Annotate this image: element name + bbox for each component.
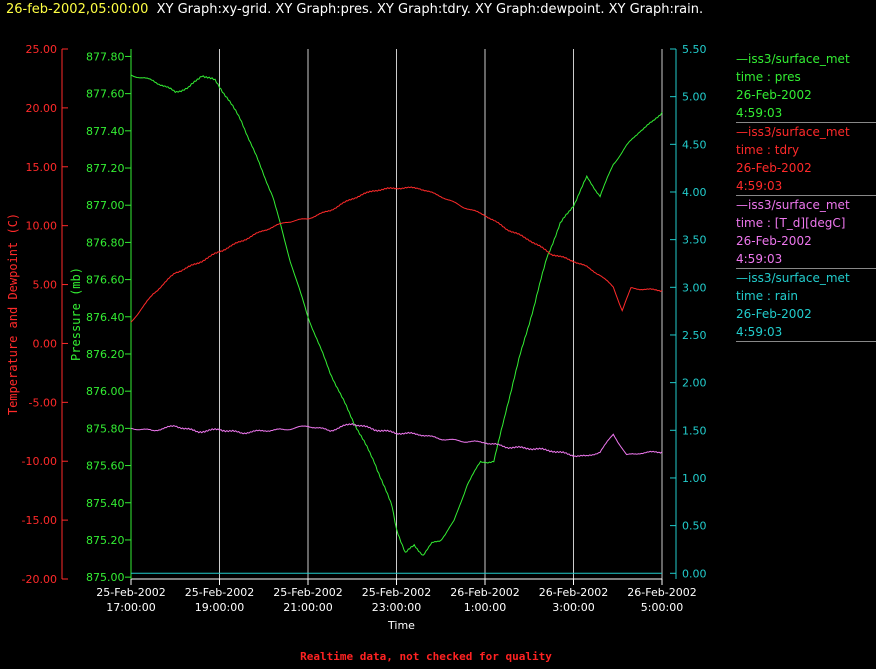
rain-tick-label: 4.00 bbox=[682, 186, 707, 199]
pressure-tick-label: 876.80 bbox=[86, 236, 125, 249]
temperature-tick-label: -10.00 bbox=[22, 455, 57, 468]
temperature-tick-label: -15.00 bbox=[22, 514, 57, 527]
legend-date: 26-Feb-2002 bbox=[736, 161, 812, 175]
temperature-series bbox=[130, 186, 663, 323]
legend-station: —iss3/surface_met bbox=[736, 52, 850, 66]
x-tick-time: 17:00:00 bbox=[106, 601, 155, 614]
pressure-tick-label: 877.00 bbox=[86, 199, 125, 212]
x-tick-date: 25-Feb-2002 bbox=[362, 586, 431, 599]
rain-tick-label: 5.50 bbox=[682, 43, 707, 56]
legend-time: 4:59:03 bbox=[736, 179, 783, 193]
rain-tick-label: 0.00 bbox=[682, 567, 707, 580]
x-tick-date: 25-Feb-2002 bbox=[96, 586, 165, 599]
rain-tick-label: 1.00 bbox=[682, 472, 707, 485]
x-tick-date: 26-Feb-2002 bbox=[627, 586, 696, 599]
window-title: 26-feb-2002,05:00:00 XY Graph:xy-grid. X… bbox=[6, 2, 703, 17]
legend-date: 26-Feb-2002 bbox=[736, 234, 812, 248]
temperature-tick-label: 25.00 bbox=[26, 43, 58, 56]
legend-station: —iss3/surface_met bbox=[736, 125, 850, 139]
x-tick-date: 25-Feb-2002 bbox=[185, 586, 254, 599]
pressure-tick-label: 876.60 bbox=[86, 274, 125, 287]
legend-time: 4:59:03 bbox=[736, 252, 783, 266]
temperature-tick-label: 0.00 bbox=[33, 337, 58, 350]
x-tick-time: 1:00:00 bbox=[464, 601, 506, 614]
dewpoint-series bbox=[130, 422, 663, 458]
x-tick-time: 23:00:00 bbox=[372, 601, 421, 614]
legend-station: —iss3/surface_met bbox=[736, 198, 850, 212]
temperature-axis-title: Temperature and Dewpoint (C) bbox=[6, 213, 20, 415]
legend-field: time : tdry bbox=[736, 143, 800, 157]
pressure-tick-label: 875.40 bbox=[86, 497, 125, 510]
x-tick-date: 26-Feb-2002 bbox=[539, 586, 608, 599]
pressure-tick-label: 877.20 bbox=[86, 162, 125, 175]
x-tick-time: 19:00:00 bbox=[195, 601, 244, 614]
rain-tick-label: 4.50 bbox=[682, 138, 707, 151]
legend-date: 26-Feb-2002 bbox=[736, 88, 812, 102]
x-axis-label: Time bbox=[387, 619, 415, 632]
pressure-axis-title: Pressure (mb) bbox=[69, 267, 83, 361]
rain-tick-label: 0.50 bbox=[682, 520, 707, 533]
rain-tick-label: 3.00 bbox=[682, 281, 707, 294]
quality-notice: Realtime data, not checked for quality bbox=[300, 650, 552, 663]
pressure-tick-label: 877.60 bbox=[86, 88, 125, 101]
x-tick-date: 25-Feb-2002 bbox=[273, 586, 342, 599]
temperature-tick-label: -20.00 bbox=[22, 573, 57, 586]
legend: —iss3/surface_met time : pres 26-Feb-2002 4… bbox=[736, 50, 876, 342]
pressure-tick-label: 875.80 bbox=[86, 422, 125, 435]
pressure-tick-label: 876.40 bbox=[86, 311, 125, 324]
pressure-tick-label: 877.80 bbox=[86, 50, 125, 63]
title-date: 26-feb-2002,05:00:00 bbox=[6, 2, 149, 17]
temperature-tick-label: 5.00 bbox=[33, 279, 58, 292]
x-tick-time: 21:00:00 bbox=[283, 601, 332, 614]
x-tick-date: 26-Feb-2002 bbox=[450, 586, 519, 599]
legend-time: 4:59:03 bbox=[736, 325, 783, 339]
title-description: XY Graph:xy-grid. XY Graph:pres. XY Grap… bbox=[156, 2, 704, 17]
legend-field: time : rain bbox=[736, 289, 799, 303]
rain-tick-label: 2.00 bbox=[682, 377, 707, 390]
rain-tick-label: 3.50 bbox=[682, 234, 707, 247]
legend-divider bbox=[736, 341, 876, 342]
rain-tick-label: 1.50 bbox=[682, 424, 707, 437]
pressure-series bbox=[130, 74, 663, 556]
pressure-tick-label: 877.40 bbox=[86, 125, 125, 138]
temperature-tick-label: 20.00 bbox=[26, 102, 58, 115]
pressure-tick-label: 875.60 bbox=[86, 460, 125, 473]
rain-tick-label: 5.00 bbox=[682, 91, 707, 104]
x-tick-time: 5:00:00 bbox=[641, 601, 683, 614]
legend-field: time : pres bbox=[736, 70, 801, 84]
legend-station: —iss3/surface_met bbox=[736, 271, 850, 285]
temperature-tick-label: 10.00 bbox=[26, 220, 58, 233]
x-tick-time: 3:00:00 bbox=[552, 601, 594, 614]
pressure-tick-label: 876.20 bbox=[86, 348, 125, 361]
temperature-tick-label: -5.00 bbox=[29, 396, 57, 409]
legend-date: 26-Feb-2002 bbox=[736, 307, 812, 321]
temperature-tick-label: 15.00 bbox=[26, 161, 58, 174]
legend-field: time : [T_d][degC] bbox=[736, 216, 846, 230]
rain-tick-label: 2.50 bbox=[682, 329, 707, 342]
pressure-tick-label: 875.00 bbox=[86, 571, 125, 584]
pressure-tick-label: 875.20 bbox=[86, 534, 125, 547]
legend-time: 4:59:03 bbox=[736, 106, 783, 120]
pressure-tick-label: 876.00 bbox=[86, 385, 125, 398]
